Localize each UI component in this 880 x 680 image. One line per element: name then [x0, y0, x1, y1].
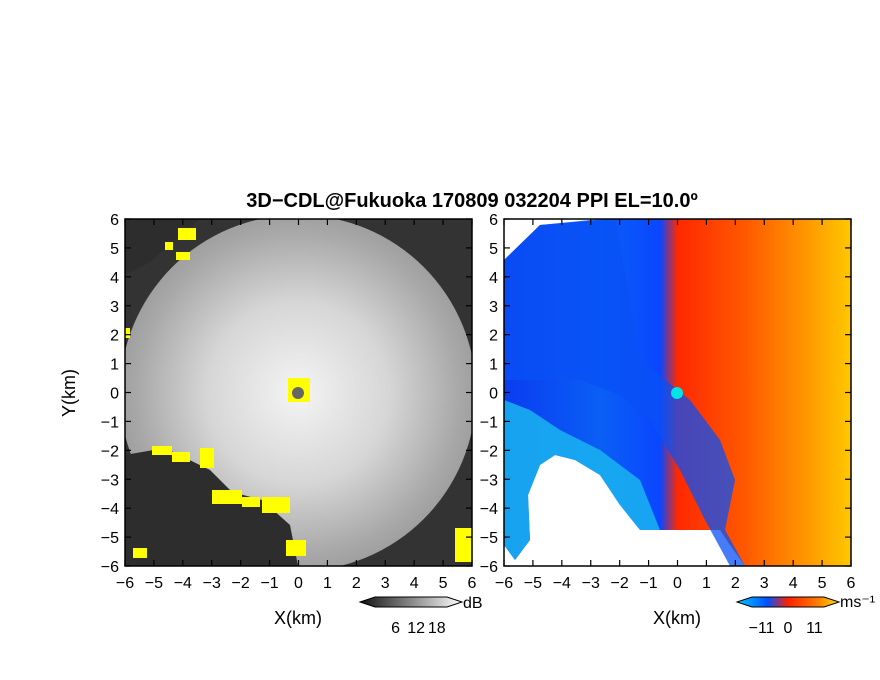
x-tick-label: −3	[203, 575, 221, 592]
y-tick-label: 0	[110, 386, 119, 403]
x-tick-label: −1	[260, 575, 278, 592]
x-tick-label: 3	[760, 575, 769, 592]
y-tick-label: 2	[110, 328, 119, 345]
right-negative-blue	[504, 219, 745, 566]
y-tick-label: −2	[480, 443, 498, 460]
figure-title: 3D−CDL@Fukuoka 170809 032204 PPI EL=10.0…	[246, 190, 698, 212]
right-radar-center	[671, 387, 683, 399]
y-tick-label: −1	[480, 414, 498, 431]
yellow-patch	[133, 548, 147, 558]
left-yellow-patches	[125, 228, 472, 562]
x-tick-label: 2	[731, 575, 740, 592]
yellow-patch	[200, 448, 214, 468]
y-tick-label: −5	[101, 530, 119, 547]
left-colorbar-bar	[358, 596, 464, 608]
y-tick-label: 1	[110, 357, 119, 374]
y-tick-label: 5	[489, 241, 498, 258]
left-ticks: −6 −5 −4 −3 −2 −1 0 1 2 3 4 5 6 −6 −5 −4 −3 −2 −1 0 1 2 3 4 5 6	[101, 212, 477, 592]
yellow-patch	[212, 490, 242, 504]
x-tick-label: 1	[702, 575, 711, 592]
x-tick-label: 6	[847, 575, 856, 592]
x-tick-label: 2	[352, 575, 361, 592]
right-xlabel: X(km)	[653, 608, 701, 628]
y-tick-label: 2	[489, 328, 498, 345]
x-tick-label: 5	[818, 575, 827, 592]
right-colorbar-bar	[735, 596, 841, 608]
yellow-patch	[165, 242, 173, 250]
x-tick-label: 3	[381, 575, 390, 592]
colorbar-tick-label: 18	[428, 620, 446, 637]
y-tick-label: 0	[489, 386, 498, 403]
yellow-patch	[152, 446, 172, 455]
x-tick-label: −6	[116, 575, 134, 592]
left-radar-center	[292, 387, 304, 399]
left-xlabel: X(km)	[274, 608, 322, 628]
y-tick-label: −1	[101, 414, 119, 431]
colorbar-tick-label: −11	[749, 620, 775, 637]
x-tick-label: −4	[553, 575, 571, 592]
y-tick-label: 3	[489, 299, 498, 316]
right-ticks: −6 −5 −4 −3 −2 −1 0 1 2 3 4 5 6 −6 −5 −4 −3 −2 −1 0 1 2 3 4 5 6	[480, 212, 856, 592]
x-tick-label: 0	[294, 575, 303, 592]
x-tick-label: −2	[232, 575, 250, 592]
y-tick-label: 6	[489, 212, 498, 229]
y-tick-label: −6	[101, 559, 119, 576]
right-colorbar: ms⁻¹ −11 0 11	[735, 594, 875, 637]
y-tick-label: −5	[480, 530, 498, 547]
x-tick-label: −5	[145, 575, 163, 592]
colorbar-tick-label: 12	[407, 620, 425, 637]
y-tick-label: −4	[101, 501, 119, 518]
x-tick-label: 0	[673, 575, 682, 592]
x-tick-label: 1	[323, 575, 332, 592]
left-clutter-dark	[125, 448, 298, 566]
x-tick-label: −6	[495, 575, 513, 592]
left-ylabel: Y(km)	[59, 369, 79, 417]
x-tick-label: 5	[439, 575, 448, 592]
y-tick-label: 6	[110, 212, 119, 229]
yellow-patch	[455, 528, 472, 562]
colorbar-tick-label: 0	[784, 620, 793, 637]
right-panel: −6 −5 −4 −3 −2 −1 0 1 2 3 4 5 6 −6 −5 −4 −3 −2 −1 0 1 2 3 4 5 6 X…	[480, 212, 856, 628]
x-tick-label: −4	[174, 575, 192, 592]
y-tick-label: −3	[101, 472, 119, 489]
right-negative-cyan	[504, 400, 660, 560]
y-tick-label: −3	[480, 472, 498, 489]
y-tick-label: −2	[101, 443, 119, 460]
x-tick-label: 6	[468, 575, 477, 592]
yellow-patch	[242, 497, 260, 507]
yellow-patch	[172, 452, 190, 462]
colorbar-tick-label: 11	[806, 620, 823, 637]
left-panel: −6 −5 −4 −3 −2 −1 0 1 2 3 4 5 6 −6 −5 −4 −3 −2 −1 0 1 2 3 4 5 6 X…	[59, 212, 477, 628]
left-colorbar-unit: dB	[463, 595, 483, 612]
left-colorbar: dB 6 12 18	[358, 595, 483, 637]
y-tick-label: 3	[110, 299, 119, 316]
yellow-patch	[176, 252, 190, 260]
x-tick-label: −5	[524, 575, 542, 592]
x-tick-label: −1	[639, 575, 657, 592]
y-tick-label: −4	[480, 501, 498, 518]
x-tick-label: −2	[611, 575, 629, 592]
y-tick-label: 4	[489, 270, 498, 287]
x-tick-label: 4	[789, 575, 798, 592]
y-tick-label: 1	[489, 357, 498, 374]
right-colorbar-unit: ms⁻¹	[840, 594, 875, 611]
yellow-patch	[286, 540, 306, 556]
y-tick-label: 4	[110, 270, 119, 287]
y-tick-label: −6	[480, 559, 498, 576]
y-tick-label: 5	[110, 241, 119, 258]
x-tick-label: −3	[582, 575, 600, 592]
yellow-patch	[262, 497, 290, 513]
yellow-patch	[125, 328, 130, 338]
colorbar-tick-label: 6	[391, 620, 400, 637]
yellow-patch	[178, 228, 196, 240]
x-tick-label: 4	[410, 575, 419, 592]
